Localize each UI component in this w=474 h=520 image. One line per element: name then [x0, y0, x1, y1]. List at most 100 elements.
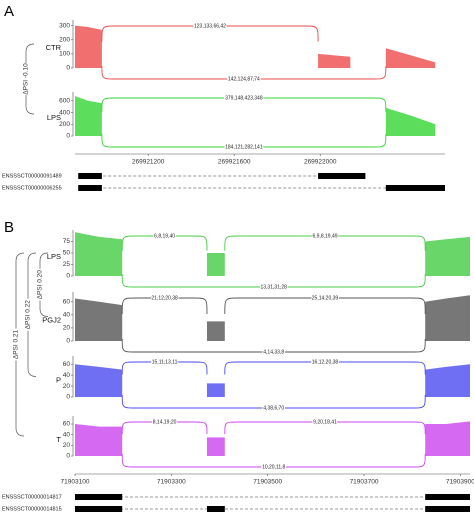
coverage: [425, 236, 470, 276]
track-name: P: [56, 375, 61, 384]
coverage: [75, 232, 123, 276]
junction-label: 25,14,20,39: [312, 295, 339, 301]
junction-arc: [101, 97, 387, 112]
transcript-name: ENSSSCT00000091489: [2, 173, 62, 179]
junction-label: 9,20,18,41: [313, 419, 337, 425]
junction-arc: [121, 297, 208, 315]
junction-arc: [224, 297, 426, 315]
coverage: [75, 424, 123, 456]
y-tick-label: 50: [63, 250, 71, 257]
coverage: [425, 295, 470, 341]
junction-label: 10,20,11,8: [262, 464, 285, 470]
coverage: [206, 383, 225, 397]
y-tick-label: 300: [59, 22, 70, 29]
junction-arc: [121, 394, 426, 409]
junction-label: 8,14,19,20: [153, 419, 177, 425]
y-tick-label: 40: [63, 312, 71, 319]
exon: [206, 506, 225, 512]
y-tick-label: 600: [59, 98, 70, 105]
coverage: [206, 253, 225, 276]
junction-arc: [121, 361, 208, 375]
exon: [75, 506, 123, 512]
junction-arc: [121, 338, 426, 353]
y-tick-label: 75: [63, 238, 71, 245]
junction-arc: [101, 25, 319, 42]
junction-arc: [224, 235, 426, 251]
comparison-bg: [24, 298, 32, 331]
exon: [78, 185, 102, 191]
y-tick-label: 0: [66, 133, 70, 140]
x-tick-label: 269921600: [218, 159, 251, 166]
y-tick-label: 60: [63, 361, 71, 368]
exon: [425, 494, 470, 500]
junction-arc: [224, 361, 426, 375]
coverage: [385, 48, 436, 68]
y-tick-label: 0: [66, 65, 70, 72]
exon: [425, 506, 470, 512]
coverage: [425, 421, 470, 456]
junction-label: 6,8,19,40: [154, 233, 175, 239]
coverage: [75, 25, 102, 69]
track-name: CTR: [46, 43, 62, 52]
coverage: [75, 96, 102, 136]
x-tick-label: 71903700: [350, 479, 379, 486]
y-tick-label: 20: [63, 325, 71, 332]
comparison-label: ΔPSI 0.21: [13, 329, 20, 359]
junction-label: 123,133,66,42: [194, 23, 226, 29]
junction-label: 184,121,282,141: [225, 144, 263, 150]
exon: [78, 173, 102, 179]
junction-label: 21,12,20,38: [151, 295, 178, 301]
junction-arc: [224, 421, 426, 435]
y-tick-label: 0: [66, 273, 70, 280]
coverage: [75, 298, 123, 341]
junction-label: 142,124,87,74: [228, 76, 260, 82]
junction-label: 379,148,423,348: [225, 95, 263, 101]
x-tick-label: 269921200: [132, 159, 165, 166]
panel-label: B: [4, 219, 14, 236]
y-tick-label: 0: [66, 338, 70, 345]
comparison-label: ΔPSI 0.20: [37, 270, 44, 300]
panel-label: A: [4, 3, 14, 20]
exon: [385, 185, 445, 191]
transcript-name: ENSSSCT00000014817: [2, 494, 62, 500]
junction-label: 6,9,8,19,49: [312, 233, 337, 239]
y-tick-label: 40: [63, 372, 71, 379]
y-tick-label: 200: [59, 36, 70, 43]
exon: [318, 173, 366, 179]
x-tick-label: 71903500: [253, 479, 282, 486]
coverage: [206, 437, 225, 456]
coverage: [425, 364, 470, 397]
junction-arc: [121, 273, 426, 288]
y-tick-label: 40: [63, 431, 71, 438]
comparison-bg: [36, 268, 44, 301]
y-tick-label: 0: [66, 453, 70, 460]
track-name: LPS: [47, 113, 61, 122]
comparison-bg: [22, 63, 30, 95]
y-tick-label: 60: [63, 421, 71, 428]
junction-arc: [101, 133, 387, 148]
coverage: [385, 107, 436, 136]
junction-arc: [101, 65, 387, 80]
comparison-bg: [12, 328, 20, 361]
y-tick-label: 400: [59, 109, 70, 116]
comparison-label: ΔPSI -0.10: [23, 63, 30, 95]
coverage: [75, 364, 123, 397]
track-name: LPS: [47, 252, 61, 261]
y-tick-label: 20: [63, 383, 71, 390]
x-tick-label: 71903900: [446, 479, 474, 486]
junction-label: 13,31,31,28: [260, 284, 287, 290]
junction-label: 15,11,13,11: [152, 359, 178, 365]
junction-arc: [121, 453, 426, 468]
junction-arc: [121, 421, 208, 435]
transcript-name: ENSSSCT00000006255: [2, 185, 62, 191]
x-tick-label: 269922000: [304, 159, 337, 166]
y-tick-label: 0: [66, 394, 70, 401]
junction-arc: [121, 235, 208, 251]
comparison-label: ΔPSI 0.22: [25, 300, 32, 330]
coverage: [318, 53, 351, 68]
junction-label: 4,38,6,70: [263, 405, 284, 411]
junction-label: 4,14,33,8: [263, 349, 284, 355]
junction-label: 16,12,20,38: [312, 359, 339, 365]
y-tick-label: 200: [59, 121, 70, 128]
